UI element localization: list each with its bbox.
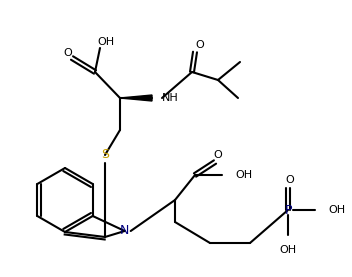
Text: OH: OH <box>98 37 114 47</box>
Text: S: S <box>101 148 109 161</box>
Text: OH: OH <box>235 170 252 180</box>
Text: NH: NH <box>162 93 179 103</box>
Text: OH: OH <box>328 205 345 215</box>
Text: P: P <box>284 204 292 217</box>
Text: N: N <box>120 224 130 237</box>
Polygon shape <box>120 95 152 101</box>
Text: O: O <box>285 175 294 185</box>
Text: O: O <box>196 40 205 50</box>
Text: O: O <box>64 48 73 58</box>
Text: O: O <box>214 150 222 160</box>
Text: OH: OH <box>279 245 297 255</box>
